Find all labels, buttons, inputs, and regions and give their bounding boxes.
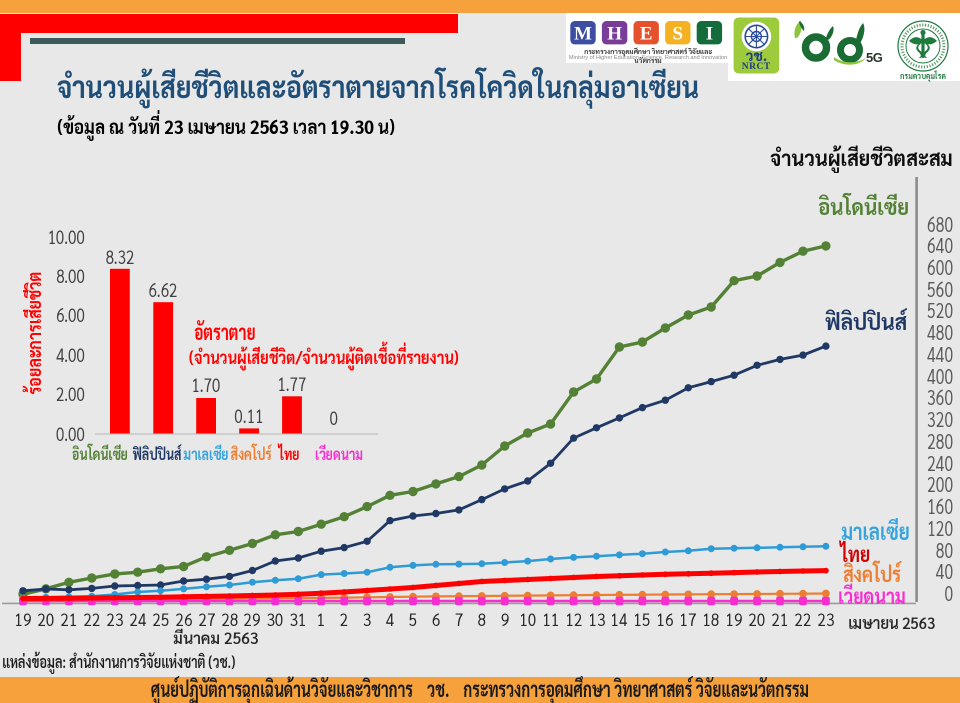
svg-text:I: I bbox=[706, 24, 713, 45]
svg-text:M: M bbox=[574, 24, 592, 45]
svg-text:5G: 5G bbox=[866, 50, 883, 65]
svg-text:E: E bbox=[640, 24, 653, 45]
svg-text:S: S bbox=[673, 24, 684, 45]
svg-text:H: H bbox=[607, 24, 622, 45]
